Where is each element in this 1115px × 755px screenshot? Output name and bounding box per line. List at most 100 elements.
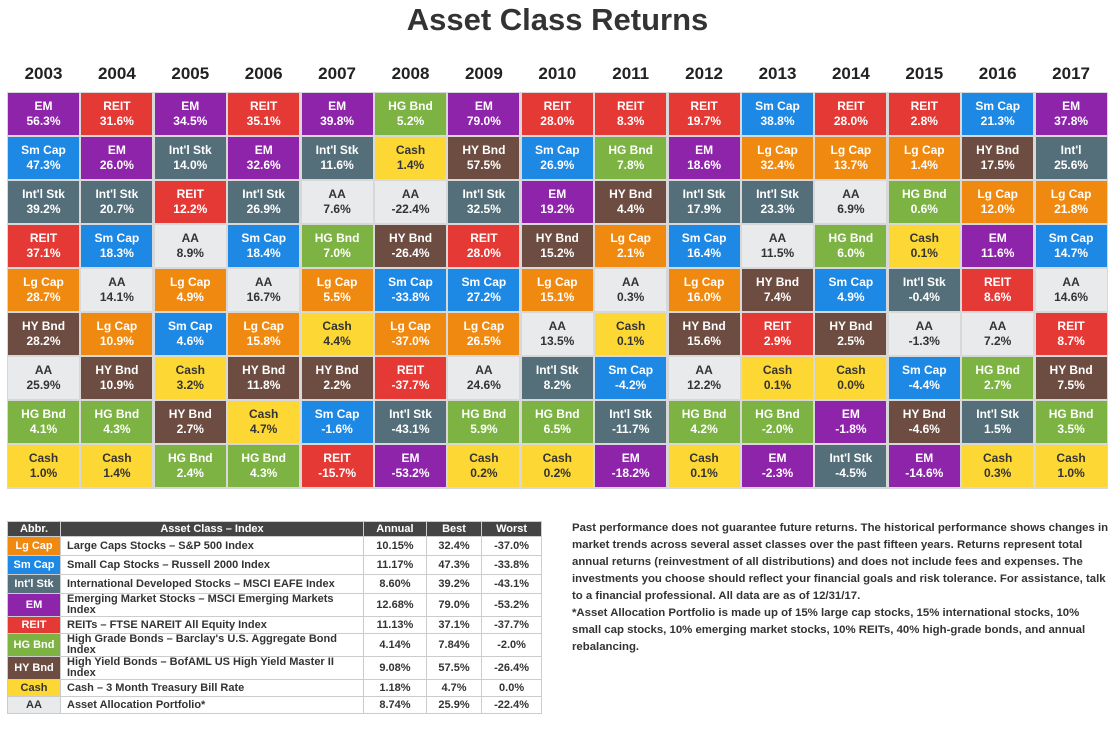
return-cell: Lg Cap 5.5% bbox=[301, 269, 373, 311]
return-cell: EM 11.6% bbox=[962, 225, 1034, 267]
cell-return-value: 0.1% bbox=[617, 334, 645, 348]
cell-asset-label: Sm Cap bbox=[314, 407, 360, 421]
cell-return-value: 17.5% bbox=[980, 158, 1015, 172]
cell-asset-label: HY Bnd bbox=[609, 187, 653, 201]
return-cell: EM 19.2% bbox=[521, 181, 593, 223]
return-cell: AA 11.5% bbox=[742, 225, 813, 267]
cell-return-value: 8.6% bbox=[984, 290, 1012, 304]
cell-asset-label: HY Bnd bbox=[315, 363, 359, 377]
cell-return-value: 39.8% bbox=[320, 114, 355, 128]
return-cell: AA 13.5% bbox=[521, 313, 593, 355]
cell-asset-label: Lg Cap bbox=[536, 275, 578, 289]
return-cell: Sm Cap -1.6% bbox=[301, 401, 373, 443]
return-cell: HG Bnd 4.3% bbox=[81, 401, 153, 443]
cell-return-value: 28.0% bbox=[466, 246, 501, 260]
legend-abbr-swatch: HG Bnd bbox=[7, 633, 61, 657]
cell-return-value: 26.5% bbox=[466, 334, 501, 348]
cell-return-value: 2.7% bbox=[176, 422, 204, 436]
cell-return-value: 27.2% bbox=[466, 290, 501, 304]
cell-return-value: 56.3% bbox=[26, 114, 61, 128]
return-cell: HY Bnd 7.5% bbox=[1035, 357, 1107, 399]
return-cell: EM 32.6% bbox=[228, 137, 300, 179]
cell-return-value: -22.4% bbox=[391, 202, 430, 216]
cell-return-value: 32.4% bbox=[760, 158, 795, 172]
return-cell: REIT 35.1% bbox=[228, 93, 300, 135]
cell-return-value: 11.6% bbox=[320, 158, 354, 172]
cell-return-value: 0.2% bbox=[543, 466, 571, 480]
year-header-row: 2003 2004 2005 2006 2007 2008 2009 2010 2011 2012… bbox=[7, 64, 1108, 86]
return-cell: Sm Cap -4.2% bbox=[595, 357, 667, 399]
cell-return-value: 5.5% bbox=[323, 290, 351, 304]
legend-annual: 8.74% bbox=[363, 696, 427, 714]
cell-asset-label: EM bbox=[107, 143, 126, 157]
cell-asset-label: Lg Cap bbox=[96, 319, 138, 333]
allocation-footnote: *Asset Allocation Portfolio is made up o… bbox=[572, 607, 1086, 653]
return-cell: HG Bnd 3.5% bbox=[1035, 401, 1107, 443]
cell-asset-label: AA bbox=[1062, 275, 1080, 289]
cell-return-value: -14.6% bbox=[905, 466, 944, 480]
cell-asset-label: Sm Cap bbox=[828, 275, 874, 289]
cell-asset-label: Lg Cap bbox=[903, 143, 945, 157]
cell-return-value: -1.6% bbox=[321, 422, 353, 436]
cell-return-value: 11.6% bbox=[981, 246, 1015, 260]
cell-return-value: -15.7% bbox=[318, 466, 357, 480]
legend-abbr-swatch: REIT bbox=[7, 616, 61, 634]
cell-return-value: 18.3% bbox=[99, 246, 134, 260]
cell-asset-label: AA bbox=[328, 187, 346, 201]
return-cell: HY Bnd 2.2% bbox=[301, 357, 373, 399]
cell-return-value: 1.5% bbox=[984, 422, 1012, 436]
cell-asset-label: HY Bnd bbox=[462, 143, 506, 157]
cell-asset-label: HY Bnd bbox=[168, 407, 212, 421]
return-cell: Lg Cap 12.0% bbox=[962, 181, 1034, 223]
legend-asset-name: Large Caps Stocks – S&P 500 Index bbox=[60, 536, 364, 556]
return-cell: HG Bnd 6.5% bbox=[521, 401, 593, 443]
return-cell: HY Bnd 11.8% bbox=[228, 357, 300, 399]
cell-return-value: 7.8% bbox=[617, 158, 645, 172]
cell-asset-label: EM bbox=[401, 451, 420, 465]
cell-asset-label: Lg Cap bbox=[390, 319, 431, 333]
legend-worst: -26.4% bbox=[481, 656, 542, 680]
cell-asset-label: Lg Cap bbox=[1050, 187, 1092, 201]
legend-annual: 12.68% bbox=[363, 593, 427, 617]
return-cell: HG Bnd 5.2% bbox=[375, 93, 446, 135]
return-cell: Cash 1.4% bbox=[375, 137, 446, 179]
cell-asset-label: Sm Cap bbox=[755, 99, 800, 113]
return-cell: Cash 0.3% bbox=[962, 445, 1034, 487]
return-cell: HG Bnd 2.4% bbox=[154, 445, 226, 487]
legend-abbr-swatch: Sm Cap bbox=[7, 555, 61, 575]
return-cell: HY Bnd 57.5% bbox=[448, 137, 520, 179]
return-cell: AA 7.6% bbox=[301, 181, 373, 223]
cell-asset-label: AA bbox=[915, 319, 933, 333]
cell-asset-label: EM bbox=[915, 451, 934, 465]
return-cell: Lg Cap -37.0% bbox=[375, 313, 446, 355]
cell-return-value: 12.2% bbox=[173, 202, 208, 216]
return-cell: Lg Cap 26.5% bbox=[448, 313, 520, 355]
cell-return-value: 13.5% bbox=[540, 334, 575, 348]
legend-row: EM Emerging Market Stocks – MSCI Emerging… bbox=[7, 593, 542, 617]
cell-asset-label: Cash bbox=[836, 363, 866, 377]
cell-asset-label: EM bbox=[1062, 99, 1081, 113]
cell-asset-label: Cash bbox=[322, 319, 352, 333]
cell-return-value: 1.4% bbox=[910, 158, 938, 172]
year-label: 2012 bbox=[685, 64, 723, 83]
return-cell: Sm Cap 16.4% bbox=[668, 225, 740, 267]
legend-abbr-swatch: Lg Cap bbox=[7, 536, 61, 556]
return-cell: Int'l Stk 26.9% bbox=[228, 181, 300, 223]
return-cell: AA 12.2% bbox=[668, 357, 740, 399]
cell-asset-label: HY Bnd bbox=[21, 319, 66, 333]
year-label: 2016 bbox=[978, 64, 1017, 83]
disclaimer-note: Past performance does not guarantee futu… bbox=[572, 520, 1110, 656]
legend-asset-name: Small Cap Stocks – Russell 2000 Index bbox=[60, 555, 364, 575]
cell-asset-label: Int'l Stk bbox=[462, 187, 506, 201]
cell-return-value: 4.1% bbox=[29, 422, 58, 436]
return-cell: Sm Cap 21.3% bbox=[962, 93, 1034, 135]
cell-return-value: 1.0% bbox=[1057, 466, 1085, 480]
cell-asset-label: HG Bnd bbox=[94, 407, 140, 421]
return-cell: EM -1.8% bbox=[815, 401, 887, 443]
cell-asset-label: REIT bbox=[396, 363, 425, 377]
return-cell: HG Bnd 5.9% bbox=[448, 401, 520, 443]
cell-return-value: 6.9% bbox=[837, 202, 865, 216]
cell-return-value: 37.1% bbox=[26, 246, 61, 260]
year-label: 2009 bbox=[464, 64, 503, 83]
cell-return-value: 2.4% bbox=[176, 466, 204, 480]
